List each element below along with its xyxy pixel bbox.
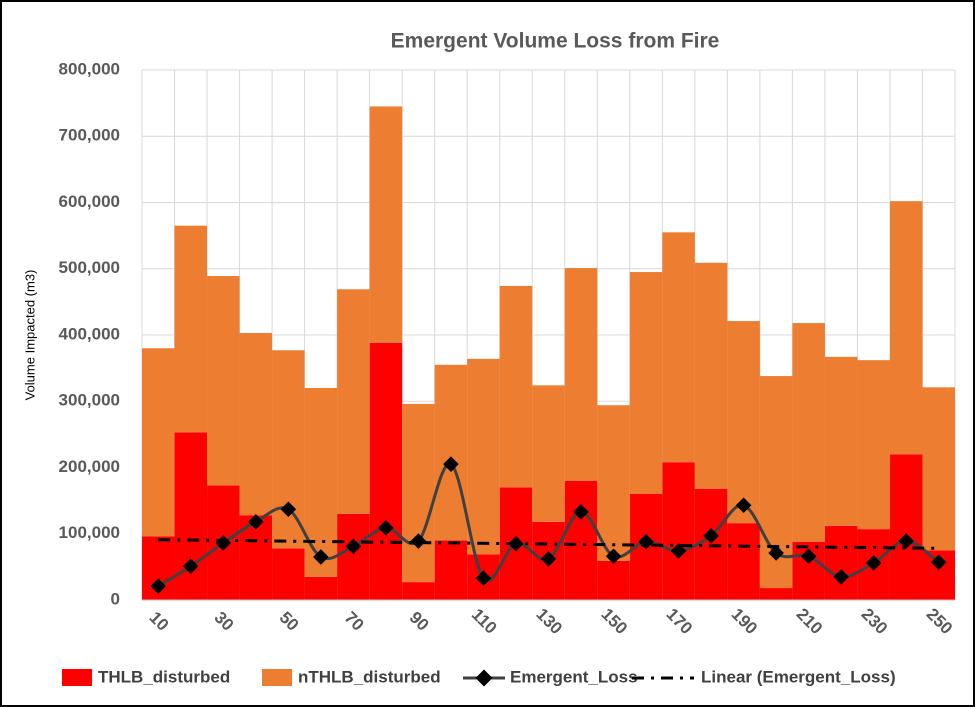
marker [800, 548, 817, 565]
bar [564, 480, 598, 600]
marker [540, 551, 557, 567]
marker [898, 533, 914, 549]
marker [215, 535, 232, 551]
marker [670, 543, 687, 559]
y-tick-label: 0 [111, 589, 120, 608]
y-tick-label: 800,000 [59, 59, 120, 78]
bar [272, 350, 305, 549]
bar [499, 285, 533, 488]
bar [142, 348, 175, 537]
bar [369, 106, 403, 343]
y-tick-label: 100,000 [59, 523, 120, 542]
legend-label: THLB_disturbed [98, 667, 230, 686]
legend-swatch [262, 669, 292, 686]
bar [597, 405, 630, 561]
bar [727, 523, 760, 600]
bar [337, 513, 370, 600]
bar [889, 201, 923, 455]
marker [833, 569, 849, 585]
marker [183, 558, 199, 574]
y-tick-label: 400,000 [59, 324, 120, 343]
marker [865, 555, 882, 571]
marker [768, 545, 784, 561]
bar [402, 403, 435, 583]
bar [889, 454, 923, 600]
bar [597, 560, 630, 600]
bar [857, 360, 890, 530]
legend-label: Linear (Emergent_Loss) [701, 667, 896, 686]
y-axis-label: Volume Impacted (m3) [22, 270, 37, 401]
bar [532, 385, 565, 522]
bar [304, 576, 338, 600]
legend-marker [475, 669, 493, 687]
bar [434, 540, 468, 600]
bar [207, 276, 240, 486]
bar [922, 387, 955, 551]
bar [662, 232, 695, 463]
marker [703, 527, 719, 544]
bar [434, 364, 468, 541]
plot-area [141, 69, 956, 601]
bar [564, 268, 598, 481]
legend-swatch [62, 669, 92, 686]
bar [759, 588, 793, 600]
legend-label: nTHLB_disturbed [298, 667, 441, 686]
bar [369, 342, 403, 600]
bar [467, 358, 500, 555]
bar [662, 462, 695, 600]
marker [930, 554, 947, 571]
bar [792, 323, 825, 542]
marker [150, 578, 167, 594]
bar [824, 356, 858, 526]
legend-label: Emergent_Loss [510, 667, 638, 686]
y-tick-label: 700,000 [59, 126, 120, 145]
y-tick-label: 600,000 [59, 192, 120, 211]
bar [239, 333, 273, 516]
bar [337, 289, 370, 514]
marker [605, 548, 622, 565]
marker [508, 535, 524, 552]
marker [638, 533, 654, 550]
y-tick-label: 500,000 [59, 258, 120, 277]
bar [402, 582, 435, 600]
bar [304, 388, 338, 577]
bar [629, 272, 663, 494]
bar [272, 548, 305, 600]
y-tick-label: 300,000 [59, 391, 120, 410]
bar [824, 525, 858, 600]
bar [727, 321, 760, 524]
bar [694, 262, 728, 489]
bar [174, 225, 208, 433]
chart-title: Emergent Volume Loss from Fire [391, 30, 720, 53]
y-tick-label: 200,000 [59, 457, 120, 476]
